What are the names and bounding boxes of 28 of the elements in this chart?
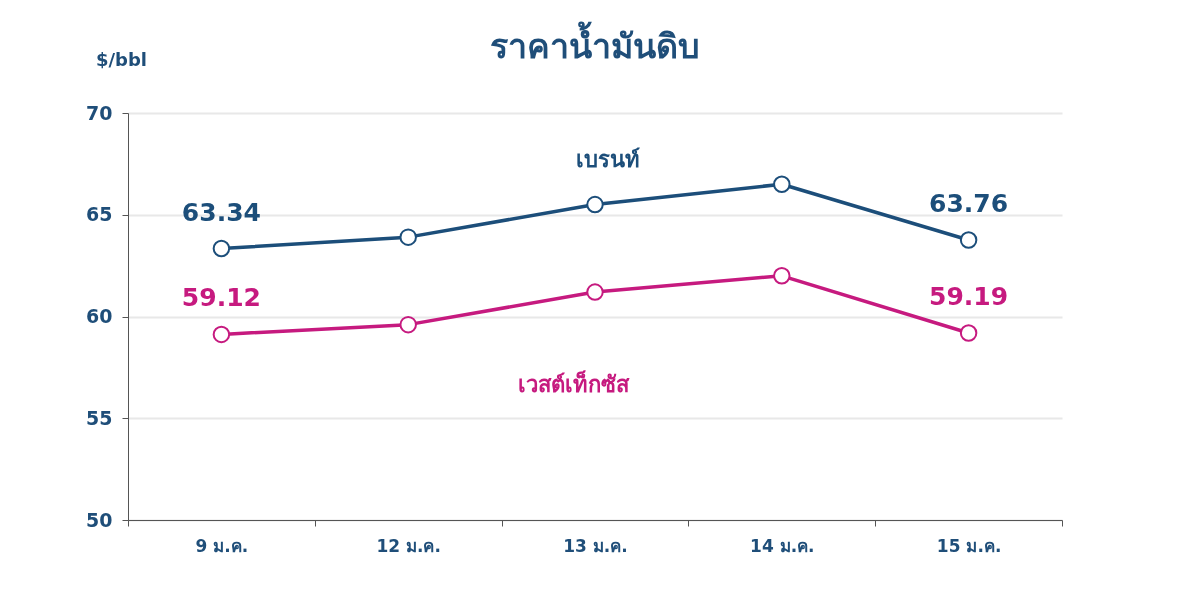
point — [399, 315, 417, 334]
point — [773, 267, 791, 285]
x-tick-label: 14 ม.ค. — [750, 535, 815, 556]
point — [586, 283, 604, 301]
point — [959, 324, 978, 342]
text: เวสต์เท็กซัส — [517, 370, 630, 398]
y-tick-label: 65 — [86, 203, 113, 226]
y-tick-label: 70 — [86, 101, 113, 124]
point — [586, 195, 604, 214]
point — [959, 231, 978, 249]
data-label: 59.12 — [181, 283, 261, 313]
series-label: เบรนท์ — [576, 146, 640, 172]
point — [773, 175, 791, 193]
y-tick-label: 55 — [86, 406, 113, 429]
chart-title: ราคาน้ำมันดิบ — [490, 21, 700, 66]
data-label: 63.34 — [181, 197, 261, 227]
x-tick-label: 13 ม.ค. — [563, 535, 628, 556]
y-tick-label: 50 — [86, 508, 113, 531]
x-tick-label: 15 ม.ค. — [936, 535, 1002, 556]
point — [212, 325, 231, 344]
y-axis-title: $/bbl — [95, 48, 148, 70]
data-label: 63.76 — [929, 188, 1009, 218]
point — [212, 239, 231, 258]
x-tick-label: 9 ม.ค. — [195, 535, 249, 556]
point — [399, 228, 417, 246]
y-tick-label: 60 — [86, 305, 113, 327]
x-tick-label: 12 ม.ค. — [376, 535, 441, 556]
data-label: 59.19 — [929, 281, 1009, 311]
